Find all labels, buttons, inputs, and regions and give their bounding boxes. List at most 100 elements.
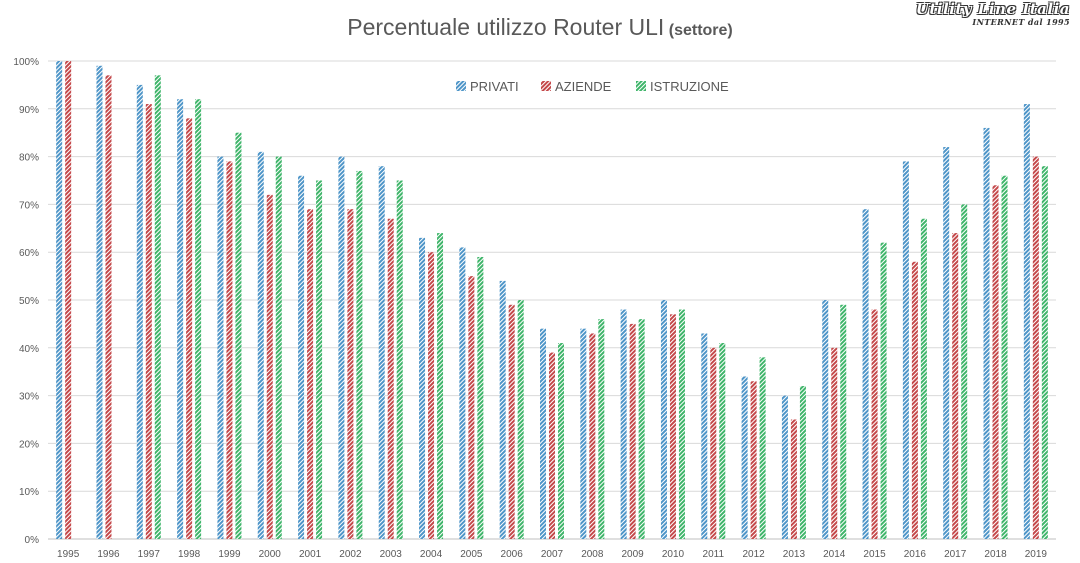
bar-aziende-2014	[831, 347, 838, 539]
chart-title-sub: (settore)	[668, 22, 733, 39]
bar-privati-2004	[419, 237, 426, 540]
bar-istruzione-2011	[719, 343, 726, 539]
bar-aziende-1997	[145, 104, 152, 540]
bar-aziende-1999	[226, 161, 233, 539]
x-tick-label: 2003	[380, 549, 403, 560]
bar-aziende-2017	[952, 233, 959, 539]
bar-privati-1997	[136, 84, 143, 540]
bar-istruzione-2002	[356, 170, 363, 539]
bar-privati-2008	[580, 328, 587, 539]
bar-privati-2017	[943, 147, 950, 540]
x-tick-label: 2011	[703, 549, 725, 560]
legend-label: AZIENDE	[555, 79, 612, 94]
y-tick-label: 10%	[19, 487, 39, 498]
bar-aziende-2013	[790, 419, 797, 539]
legend-item-istruzione: ISTRUZIONE	[636, 79, 729, 94]
x-tick-label: 2006	[501, 549, 524, 560]
legend-label: ISTRUZIONE	[650, 79, 729, 94]
bar-privati-2007	[540, 328, 546, 539]
x-tick-label: 1998	[178, 549, 201, 560]
bar-privati-2016	[902, 161, 909, 539]
bar-aziende-2009	[629, 323, 636, 539]
bar-istruzione-2013	[799, 386, 806, 539]
x-tick-label: 2019	[1025, 549, 1048, 560]
bar-aziende-2016	[911, 261, 918, 539]
y-tick-label: 90%	[19, 105, 39, 116]
bar-privati-2011	[701, 333, 708, 539]
bar-privati-1996	[96, 65, 103, 539]
legend-swatch	[456, 81, 466, 91]
x-tick-label: 2004	[420, 549, 443, 560]
x-tick-label: 1999	[218, 549, 241, 560]
bar-istruzione-2005	[477, 256, 484, 539]
x-tick-label: 2000	[259, 549, 282, 560]
bar-istruzione-2012	[759, 357, 766, 539]
x-tick-label: 2008	[581, 549, 604, 560]
x-tick-label: 2012	[742, 549, 765, 560]
bar-aziende-2005	[468, 276, 475, 539]
bar-aziende-2008	[589, 333, 596, 539]
chart-title: Percentuale utilizzo Router ULI (settore…	[0, 14, 1080, 41]
y-tick-label: 100%	[13, 57, 39, 68]
bar-aziende-2002	[347, 209, 354, 539]
legend-item-aziende: AZIENDE	[541, 79, 612, 94]
bar-aziende-2003	[387, 218, 394, 540]
brand-logo-name: Utility Line Italia	[915, 0, 1070, 18]
x-tick-label: 2009	[622, 549, 645, 560]
brand-logo-tagline: INTERNET dal 1995	[972, 17, 1070, 27]
bar-aziende-2019	[1032, 156, 1039, 539]
bar-istruzione-2007	[558, 343, 564, 539]
y-tick-label: 0%	[25, 535, 40, 546]
bar-privati-2015	[862, 209, 869, 539]
bar-istruzione-2015	[880, 242, 887, 539]
x-tick-label: 2005	[460, 549, 483, 560]
bar-istruzione-2019	[1041, 166, 1048, 539]
x-tick-label: 2001	[299, 549, 322, 560]
x-tick-label: 1996	[97, 549, 120, 560]
bar-istruzione-2009	[638, 319, 645, 539]
bar-aziende-2010	[669, 314, 676, 539]
bar-istruzione-2010	[678, 309, 685, 539]
bar-aziende-1998	[186, 118, 193, 540]
bar-aziende-1995	[65, 61, 72, 539]
x-tick-label: 1995	[57, 549, 80, 560]
bar-istruzione-2003	[396, 180, 403, 539]
bar-aziende-2011	[710, 347, 717, 539]
bar-privati-2002	[338, 156, 345, 539]
x-tick-label: 2010	[662, 549, 685, 560]
bar-istruzione-2017	[961, 204, 968, 539]
y-tick-label: 70%	[19, 200, 39, 211]
bar-privati-2000	[257, 151, 264, 539]
y-tick-label: 50%	[19, 296, 39, 307]
bar-privati-2013	[781, 395, 788, 539]
legend-label: PRIVATI	[470, 79, 519, 94]
legend-item-privati: PRIVATI	[456, 79, 519, 94]
bar-istruzione-2001	[316, 180, 323, 539]
bar-aziende-2001	[307, 209, 314, 539]
bar-privati-1998	[177, 99, 184, 540]
x-tick-label: 2014	[823, 549, 846, 560]
bar-aziende-2000	[266, 194, 273, 539]
bar-aziende-2012	[750, 381, 757, 539]
bar-privati-2005	[459, 247, 466, 540]
y-tick-label: 60%	[19, 248, 39, 259]
x-tick-label: 2015	[863, 549, 886, 560]
bar-aziende-1996	[105, 75, 112, 539]
bar-privati-1999	[217, 156, 224, 539]
brand-logo: Utility Line Italia INTERNET dal 1995	[915, 0, 1070, 27]
legend: PRIVATI AZIENDE ISTRUZIONE	[456, 79, 729, 94]
bar-privati-1995	[56, 61, 63, 539]
legend-swatch	[636, 81, 646, 91]
bar-istruzione-1998	[195, 99, 202, 540]
y-tick-label: 80%	[19, 153, 39, 164]
bar-privati-2014	[822, 300, 829, 539]
bar-istruzione-2018	[1001, 175, 1008, 539]
legend-swatch	[541, 81, 551, 91]
bar-aziende-2006	[508, 304, 515, 539]
axis-layer: 0% 10% 20% 30% 40% 50% 60% 70% 80% 90% 100% 1995 199…	[13, 57, 1047, 560]
x-tick-label: 2018	[984, 549, 1007, 560]
bar-privati-2018	[983, 127, 990, 540]
bar-istruzione-2008	[598, 319, 605, 539]
